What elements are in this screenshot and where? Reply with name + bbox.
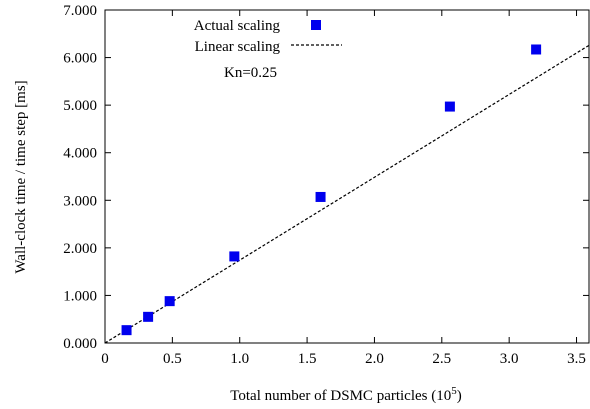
x-axis-ticks: 0 0.5 1.0 1.5 2.0 2.5 3.0 3.5: [101, 10, 586, 367]
y-tick-label: 1.000: [63, 288, 97, 304]
legend-label-actual: Actual scaling: [194, 18, 281, 34]
kn-annotation: Kn=0.25: [224, 65, 277, 81]
y-tick-label: 6.000: [63, 51, 97, 67]
y-axis-label: Wall-clock time / time step [ms]: [13, 80, 29, 273]
legend-marker-actual: [311, 20, 321, 30]
y-tick-label: 3.000: [63, 193, 97, 209]
legend: Actual scaling Linear scaling: [194, 18, 342, 55]
y-axis-ticks: 0.000 1.000 2.000 3.000 4.000 5.000 6.000 7.000: [63, 3, 589, 352]
x-tick-label: 1.5: [298, 351, 317, 367]
y-tick-label: 0.000: [63, 336, 97, 352]
x-tick-label: 3.5: [567, 351, 586, 367]
actual-scaling-point: [121, 325, 132, 336]
x-tick-label: 0: [101, 351, 109, 367]
x-tick-label: 1.0: [230, 351, 249, 367]
y-tick-label: 4.000: [63, 146, 97, 162]
legend-label-linear: Linear scaling: [195, 39, 281, 55]
y-tick-label: 5.000: [63, 98, 97, 114]
x-tick-label: 0.5: [163, 351, 182, 367]
actual-scaling-point: [315, 191, 326, 202]
series-layer: [104, 44, 590, 344]
actual-scaling-point: [444, 101, 455, 112]
plot-frame: [104, 9, 590, 344]
plot-border: [104, 9, 590, 344]
actual-scaling-point: [164, 296, 175, 307]
actual-scaling-point: [531, 44, 542, 55]
y-tick-label: 7.000: [63, 3, 97, 19]
actual-scaling-point: [229, 251, 240, 262]
y-tick-label: 2.000: [63, 241, 97, 257]
x-axis-label: Total number of DSMC particles (105): [230, 385, 462, 404]
x-tick-label: 2.5: [432, 351, 451, 367]
linear-scaling-line: [104, 44, 590, 344]
x-tick-label: 3.0: [500, 351, 519, 367]
x-tick-label: 2.0: [365, 351, 384, 367]
actual-scaling-point: [143, 311, 154, 322]
